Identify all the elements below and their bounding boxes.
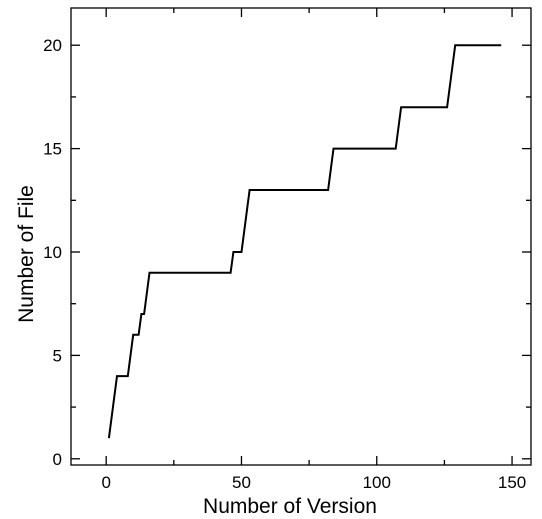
series-line xyxy=(107,44,502,439)
x-axis-label: Number of Version xyxy=(203,495,377,518)
y-tick-label: 0 xyxy=(53,450,62,469)
x-tick-label: 0 xyxy=(101,473,110,492)
x-tick-label: 50 xyxy=(232,473,251,492)
x-tick-label: 100 xyxy=(363,473,391,492)
y-tick-label: 20 xyxy=(43,36,62,55)
y-tick-label: 15 xyxy=(43,140,62,159)
x-tick-label: 150 xyxy=(498,473,526,492)
plot-frame xyxy=(70,7,532,466)
y-tick-label: 5 xyxy=(53,346,62,365)
y-tick-label: 10 xyxy=(43,243,62,262)
tick-labels: 0 50 100 150 0 5 10 15 20 xyxy=(43,36,526,492)
y-axis-label: Number of File xyxy=(15,185,38,323)
axis-ticks xyxy=(71,8,531,465)
